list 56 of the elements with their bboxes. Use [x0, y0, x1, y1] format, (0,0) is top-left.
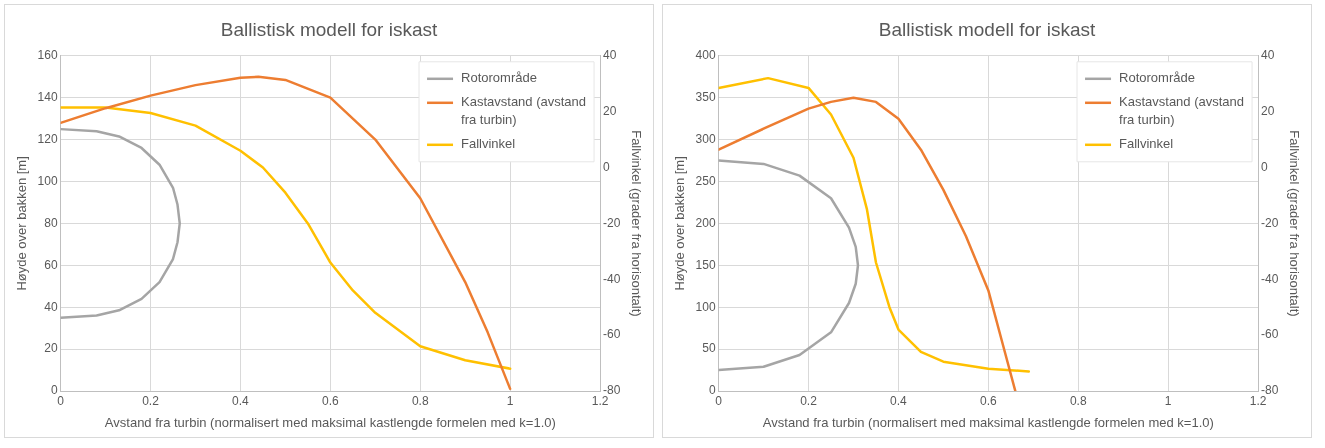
- y2-tick-label: 20: [1261, 103, 1275, 118]
- x-tick-label: 0.2: [142, 393, 160, 408]
- y-tick-label: 40: [44, 299, 58, 314]
- y-tick-label: 0: [50, 383, 58, 398]
- x-tick-label: 1: [506, 393, 514, 408]
- y-tick-label: 200: [695, 215, 716, 230]
- y-axis-title: Høyde over bakken [m]: [672, 156, 688, 291]
- y2-tick-label: -60: [1261, 327, 1279, 342]
- chart-title: Ballistisk modell for iskast: [220, 18, 438, 40]
- y-tick-label: 150: [695, 257, 716, 272]
- legend-label: Rotorområde: [461, 70, 537, 86]
- y-tick-label: 250: [695, 173, 716, 188]
- y-tick-label: 300: [695, 131, 716, 146]
- x-tick-label: 0.4: [890, 393, 908, 408]
- x-tick-label: 0.6: [980, 393, 997, 408]
- y2-tick-label: 20: [603, 103, 617, 118]
- y2-tick-label: 0: [1261, 159, 1269, 174]
- x-tick-label: 1.2: [1249, 393, 1267, 408]
- y-tick-label: 160: [37, 48, 58, 63]
- y2-tick-label: 40: [1261, 48, 1275, 63]
- y-tick-label: 80: [44, 215, 58, 230]
- y2-tick-label: -20: [1261, 215, 1279, 230]
- y2-tick-label: -40: [1261, 271, 1279, 286]
- x-tick-label: 0.8: [1069, 393, 1087, 408]
- y-tick-label: 140: [37, 90, 58, 105]
- y2-tick-label: -20: [603, 215, 621, 230]
- x-tick-label: 0.6: [322, 393, 339, 408]
- x-tick-label: 0.2: [800, 393, 818, 408]
- x-tick-label: 0.4: [232, 393, 250, 408]
- y2-tick-label: 40: [603, 48, 617, 63]
- y-tick-label: 50: [702, 341, 716, 356]
- y2-tick-label: -40: [603, 271, 621, 286]
- y-tick-label: 100: [37, 173, 58, 188]
- y-tick-label: 120: [37, 131, 58, 146]
- x-tick-label: 1: [1164, 393, 1172, 408]
- y2-tick-label: -60: [603, 327, 621, 342]
- legend-label: Kastavstand (avstand fra turbin): [461, 94, 587, 128]
- x-tick-label: 1.2: [591, 393, 609, 408]
- y2-axis-title: Fallvinkel (grader fra horisontalt): [628, 130, 644, 317]
- y-tick-label: 20: [44, 341, 58, 356]
- legend-label: Fallvinkel: [461, 136, 516, 152]
- legend-label: Fallvinkel: [1119, 136, 1174, 152]
- y-tick-label: 350: [695, 90, 716, 105]
- x-axis-title: Avstand fra turbin (normalisert med maksimal kastlengde formelen med k=1.0): [104, 414, 556, 430]
- legend-label: Rotorområde: [1119, 70, 1195, 86]
- legend-label: Kastavstand (avstand fra turbin): [1119, 94, 1245, 128]
- y2-tick-label: 0: [603, 159, 611, 174]
- x-axis-title: Avstand fra turbin (normalisert med maksimal kastlengde formelen med k=1.0): [762, 414, 1214, 430]
- y2-axis-title: Fallvinkel (grader fra horisontalt): [1286, 130, 1302, 317]
- y-tick-label: 60: [44, 257, 58, 272]
- y-tick-label: 100: [695, 299, 716, 314]
- y-tick-label: 400: [695, 48, 716, 63]
- y-axis-title: Høyde over bakken [m]: [14, 156, 30, 291]
- y-tick-label: 0: [708, 383, 716, 398]
- x-tick-label: 0.8: [411, 393, 429, 408]
- chart-title: Ballistisk modell for iskast: [878, 18, 1096, 40]
